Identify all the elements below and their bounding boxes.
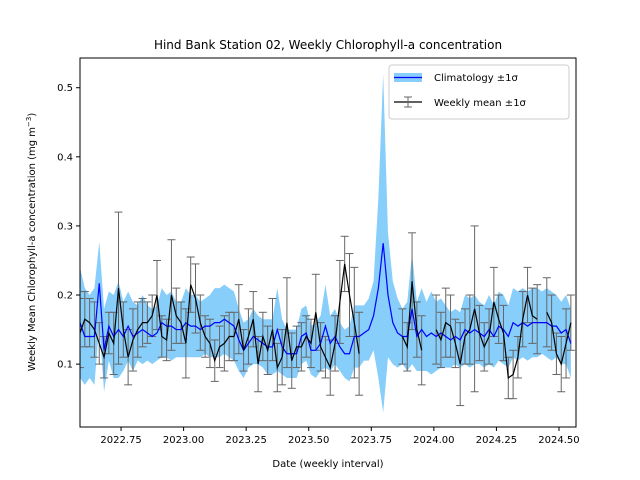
y-tick-label: 0.2 (57, 291, 73, 302)
legend: Climatology ±1σ Weekly mean ±1σ (388, 64, 570, 120)
legend-entry-weekly: Weekly mean ±1σ (434, 98, 527, 109)
errorbar (542, 277, 551, 348)
legend-entry-climatology: Climatology ±1σ (434, 73, 519, 84)
x-tick-label: 2024.50 (538, 435, 579, 446)
y-tick-label: 0.3 (57, 221, 73, 232)
y-tick-label: 0.5 (57, 83, 73, 94)
weekly-mean-lines (80, 263, 572, 380)
y-axis-label-superscript: −3 (25, 117, 33, 127)
y-tick-label: 0.1 (57, 360, 73, 371)
legend-box (388, 64, 570, 120)
x-tick-label: 2023.25 (225, 435, 266, 446)
x-tick-label: 2024.25 (476, 435, 517, 446)
x-axis-label: Date (weekly interval) (272, 459, 383, 470)
weekly-mean-line-segment (546, 312, 572, 366)
chart-title: Hind Bank Station 02, Weekly Chlorophyll… (154, 38, 502, 52)
x-tick-label: 2023.75 (351, 435, 392, 446)
y-axis-label: Weekly Mean Chlorophyll-a concentration … (25, 113, 38, 372)
plot-area (80, 73, 575, 413)
x-tick-label: 2023.50 (288, 435, 329, 446)
weekly-mean-line-segment (80, 263, 360, 370)
x-tick-label: 2024.00 (413, 435, 454, 446)
x-tick-label: 2023.00 (163, 435, 204, 446)
y-tick-label: 0.4 (57, 152, 73, 163)
y-axis-label-close: ) (27, 113, 38, 117)
y-axis: 0.1 0.2 0.3 0.4 0.5 (57, 83, 80, 371)
climatology-line (80, 243, 572, 355)
y-axis-label-main: Weekly Mean Chlorophyll-a concentration … (27, 127, 38, 371)
errorbar (80, 297, 84, 369)
x-axis: 2022.75 2023.00 2023.25 2023.50 2023.75 2024.… (100, 427, 580, 446)
x-tick-label: 2022.75 (100, 435, 141, 446)
axes-frame (79, 57, 577, 428)
errorbar (566, 294, 575, 351)
weekly-mean-line-segment (435, 294, 538, 380)
weekly-mean-line-segment (401, 281, 423, 351)
